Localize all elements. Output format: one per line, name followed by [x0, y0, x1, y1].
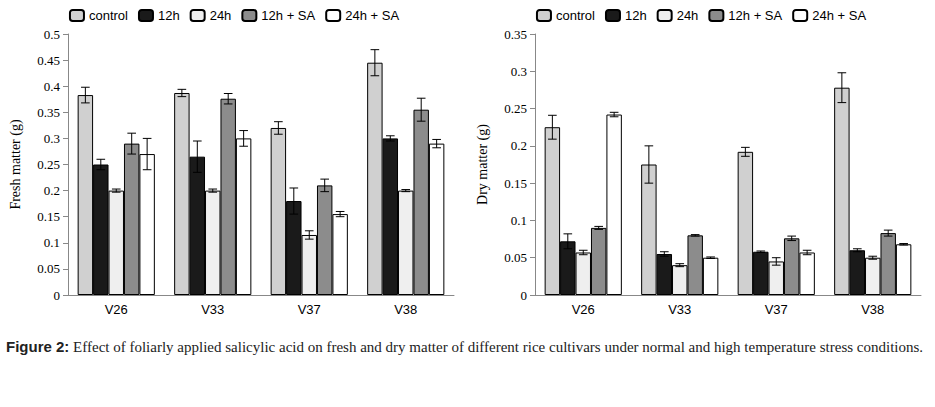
svg-text:24h + SA: 24h + SA — [345, 8, 399, 23]
svg-text:0.15: 0.15 — [37, 209, 60, 224]
svg-text:V38: V38 — [394, 302, 417, 317]
svg-text:0.25: 0.25 — [37, 157, 60, 172]
svg-text:control: control — [89, 8, 128, 23]
svg-text:0.2: 0.2 — [511, 138, 527, 153]
svg-text:0.45: 0.45 — [37, 53, 60, 68]
svg-text:Fresh matter (g): Fresh matter (g) — [8, 119, 24, 210]
svg-text:V37: V37 — [765, 302, 788, 317]
svg-text:0.15: 0.15 — [504, 176, 527, 191]
svg-text:V33: V33 — [668, 302, 691, 317]
svg-text:0.2: 0.2 — [44, 183, 60, 198]
svg-text:V38: V38 — [861, 302, 884, 317]
svg-text:0.05: 0.05 — [37, 261, 60, 276]
svg-text:0.25: 0.25 — [504, 101, 527, 116]
svg-text:0.3: 0.3 — [511, 64, 527, 79]
svg-text:V33: V33 — [201, 302, 224, 317]
svg-text:12h + SA: 12h + SA — [728, 8, 782, 23]
svg-text:V26: V26 — [572, 302, 595, 317]
svg-text:12h: 12h — [158, 8, 180, 23]
svg-text:0.35: 0.35 — [504, 27, 527, 42]
svg-text:0: 0 — [54, 288, 61, 303]
svg-text:0.4: 0.4 — [44, 79, 61, 94]
svg-text:0.1: 0.1 — [44, 235, 60, 250]
svg-text:12h: 12h — [625, 8, 647, 23]
svg-text:0.5: 0.5 — [44, 27, 60, 42]
svg-text:0.35: 0.35 — [37, 105, 60, 120]
svg-text:0.05: 0.05 — [504, 250, 527, 265]
svg-text:control: control — [556, 8, 595, 23]
svg-text:0.1: 0.1 — [511, 213, 527, 228]
svg-text:0.3: 0.3 — [44, 131, 60, 146]
svg-text:12h + SA: 12h + SA — [261, 8, 315, 23]
html-text:Figure 2: Effect of foliarly a: Figure 2: Effect of foliarly applied sal… — [6, 338, 924, 355]
svg-text:24h + SA: 24h + SA — [812, 8, 866, 23]
svg-text:0: 0 — [521, 288, 528, 303]
svg-text:V37: V37 — [298, 302, 321, 317]
svg-text:24h: 24h — [210, 8, 232, 23]
svg-text:24h: 24h — [677, 8, 699, 23]
svg-text:V26: V26 — [105, 302, 128, 317]
svg-text:Dry matter (g): Dry matter (g) — [475, 124, 491, 205]
